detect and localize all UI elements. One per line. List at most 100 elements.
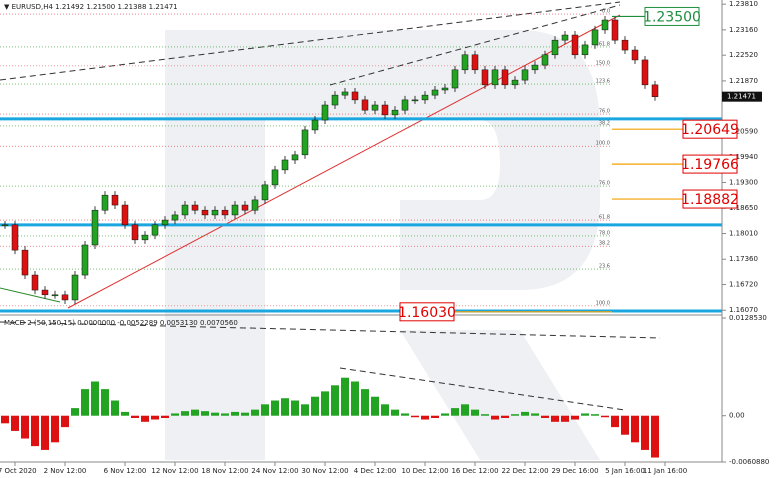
candle: [401, 99, 409, 111]
candle: [181, 204, 189, 216]
macd-bar: [461, 404, 469, 416]
candle: [41, 289, 49, 296]
candle: [491, 69, 499, 86]
x-tick-label: 22 Dec 12:00: [501, 467, 548, 475]
candle: [361, 99, 369, 111]
macd-bar: [221, 413, 229, 416]
macd-bar: [561, 415, 569, 422]
y-tick-label: 1.19300: [729, 179, 758, 187]
candle: [391, 109, 399, 116]
macd-bar: [371, 396, 379, 416]
macd-bar: [521, 411, 529, 416]
y-tick-label: 1.23810: [729, 0, 758, 8]
x-tick-label: 6 Nov 12:00: [104, 467, 147, 475]
y-tick-label: 0.00: [729, 412, 745, 420]
macd-bar: [321, 391, 329, 416]
candle: [121, 204, 129, 226]
x-tick-label: 11 Jan 16:00: [643, 467, 687, 475]
y-tick-label: 1.22520: [729, 51, 758, 59]
candle: [511, 79, 519, 86]
macd-bar: [481, 414, 489, 416]
candle: [631, 49, 639, 61]
candle: [291, 154, 299, 161]
fib-label: 38.2: [599, 120, 610, 126]
candle: [71, 274, 79, 301]
candle: [261, 184, 269, 201]
macd-bar: [381, 404, 389, 416]
x-tick-label: 24 Nov 12:00: [251, 467, 298, 475]
x-tick-label: 30 Nov 12:00: [301, 467, 348, 475]
macd-bar: [241, 412, 249, 416]
candle: [1, 224, 9, 227]
macd-bar: [441, 413, 449, 416]
candle: [81, 244, 89, 276]
fib-label: 76.0: [599, 181, 610, 187]
macd-bar: [421, 415, 429, 420]
macd-bar: [631, 415, 639, 443]
macd-bar: [301, 404, 309, 416]
candle: [451, 69, 459, 89]
fib-label: 76.0: [599, 109, 610, 115]
candle: [641, 59, 649, 86]
x-tick-label: 27 Oct 2020: [0, 467, 37, 475]
macd-bar: [511, 414, 519, 416]
x-tick-label: 10 Dec 12:00: [401, 467, 448, 475]
candle: [201, 209, 209, 216]
candle: [611, 19, 619, 41]
y-tick-label: 1.18010: [729, 230, 758, 238]
x-tick-label: 5 Jan 16:00: [605, 467, 645, 475]
candle: [651, 84, 659, 97]
macd-bar: [571, 415, 579, 420]
macd-bar: [111, 400, 119, 416]
candle: [271, 169, 279, 186]
macd-bar: [351, 381, 359, 416]
macd-bar: [201, 411, 209, 416]
candle: [131, 224, 139, 241]
macd-bar: [541, 415, 549, 418]
candle: [581, 44, 589, 56]
fib-label: 123.6: [596, 79, 610, 85]
x-tick-label: 4 Dec 12:00: [354, 467, 397, 475]
macd-bar: [191, 409, 199, 416]
fib-label: 38.2: [599, 241, 610, 247]
candle: [551, 39, 559, 56]
x-tick-label: 16 Dec 12:00: [451, 467, 498, 475]
x-tick-label: 29 Dec 16:00: [551, 467, 598, 475]
macd-bar: [181, 411, 189, 416]
candle: [621, 39, 629, 51]
y-tick-label: 0.0128530: [729, 314, 767, 322]
macd-bar: [261, 404, 269, 416]
macd-bar: [161, 415, 169, 418]
macd-bar: [151, 415, 159, 420]
candle: [31, 274, 39, 291]
level-box: [682, 154, 738, 174]
y-tick-label: 1.19940: [729, 153, 758, 161]
y-tick-label: 1.20590: [729, 128, 758, 136]
y-tick-label: 1.17360: [729, 255, 758, 263]
candle: [371, 104, 379, 111]
candle: [111, 194, 119, 206]
candle: [151, 224, 159, 236]
macd-bar: [91, 381, 99, 416]
fib-label: 100.0: [596, 141, 610, 147]
candle: [471, 54, 479, 71]
candle: [171, 214, 179, 221]
candle: [21, 249, 29, 276]
level-box: [682, 119, 738, 139]
level-box: [682, 189, 738, 209]
candle: [101, 194, 109, 211]
macd-bar: [601, 415, 609, 418]
macd-bar: [271, 400, 279, 416]
candle: [381, 104, 389, 116]
macd-bar: [451, 408, 459, 416]
candle: [251, 199, 259, 211]
candle: [11, 224, 19, 251]
y-tick-label: 1.18650: [729, 204, 758, 212]
candle: [321, 104, 329, 121]
macd-bar: [251, 409, 259, 416]
candle: [241, 204, 249, 211]
current-price-label: 1.21471: [727, 93, 756, 101]
macd-bar: [21, 415, 29, 439]
macd-bar: [411, 415, 419, 418]
